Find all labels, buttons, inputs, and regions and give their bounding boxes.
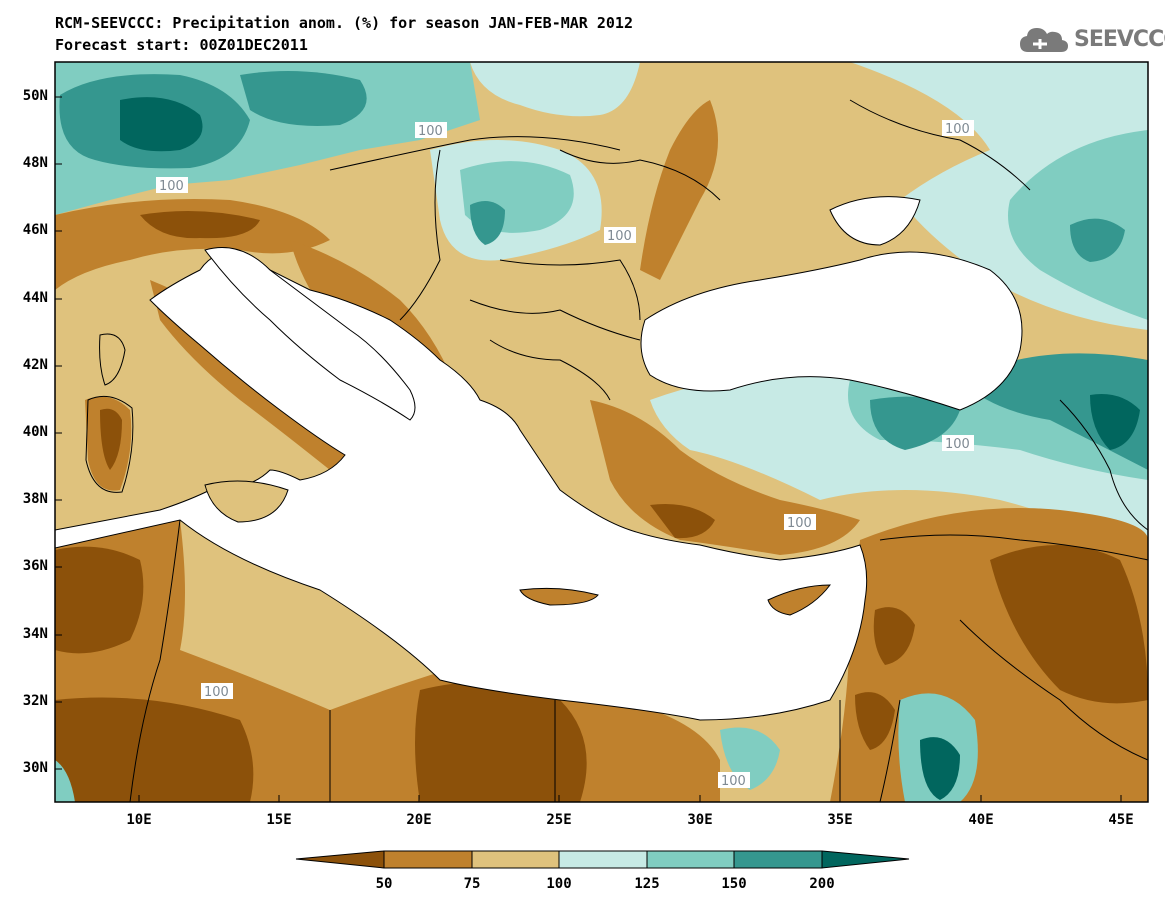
lat-label-32n: 32N — [22, 693, 48, 709]
anomaly-extreme-wet-caucasus — [1090, 394, 1140, 450]
contour-label: 100 — [159, 179, 184, 194]
axis-ticks — [55, 96, 1122, 802]
contour-label: 100 — [787, 516, 812, 531]
anomaly-very-wet-caucasus — [960, 353, 1148, 470]
colorbar-swatch-7 — [821, 850, 910, 869]
lon-label-25e: 25E — [546, 812, 572, 828]
anomaly-wet-algeria-corner — [55, 760, 75, 802]
anomaly-extreme-wet-arabia — [920, 737, 960, 800]
lon-label-20e: 20E — [406, 812, 432, 828]
anomaly-dry-alps — [55, 199, 330, 290]
contour-label: 100 — [418, 124, 443, 139]
anomaly-very-dry-west-turkey — [650, 504, 715, 539]
lon-label-45e: 45E — [1108, 812, 1134, 828]
anomaly-very-dry-lebanon — [873, 607, 915, 665]
anomaly-very-wet-east — [1070, 218, 1125, 262]
crete-island — [519, 587, 599, 606]
map-area — [55, 62, 1148, 802]
adriatic-sea — [204, 247, 416, 421]
colorbar — [295, 850, 910, 869]
anomaly-very-dry-sardinia — [100, 408, 122, 470]
contour-labels: 100 100 100 100 100 100 100 100 — [156, 120, 974, 789]
lat-label-50n: 50N — [22, 88, 48, 104]
lon-label-15e: 15E — [266, 812, 292, 828]
colorbar-swatch-4 — [558, 850, 648, 869]
lat-label-44n: 44N — [22, 290, 48, 306]
colorbar-swatch-5 — [646, 850, 735, 869]
lat-label-46n: 46N — [22, 222, 48, 238]
lon-label-30e: 30E — [687, 812, 713, 828]
anomaly-very-dry-syria — [990, 545, 1148, 704]
map-title: RCM-SEEVCCC: Precipitation anom. (%) for… — [55, 14, 633, 32]
corsica-island — [99, 333, 126, 386]
lat-label-36n: 36N — [22, 558, 48, 574]
colorbar-label-150: 150 — [721, 876, 747, 892]
colorbar-label-200: 200 — [809, 876, 835, 892]
anomaly-very-wet-turkey — [870, 396, 960, 450]
anomaly-very-dry-jordan — [855, 692, 895, 750]
lat-label-38n: 38N — [22, 491, 48, 507]
lon-label-35e: 35E — [827, 812, 853, 828]
azov-sea — [829, 196, 921, 246]
lat-label-40n: 40N — [22, 424, 48, 440]
anomaly-very-dry-sahara — [55, 697, 254, 802]
contour-label: 100 — [945, 437, 970, 452]
seevccc-logo: SEEVCCC — [1018, 22, 1165, 56]
colorbar-swatch-6 — [733, 850, 823, 869]
anomaly-extreme-wet-west — [120, 97, 203, 152]
contour-label: 100 — [945, 122, 970, 137]
lat-label-34n: 34N — [22, 626, 48, 642]
tyrrhenian-ionian-mediterranean-sea — [55, 249, 868, 721]
map-frame — [54, 61, 1149, 803]
contour-label: 100 — [721, 774, 746, 789]
colorbar-label-100: 100 — [546, 876, 572, 892]
anomaly-moist-north-east — [470, 62, 640, 117]
forecast-start-label: Forecast start: 00Z01DEC2011 — [55, 36, 308, 54]
anomaly-very-dry-tunisia — [55, 546, 144, 654]
anomaly-very-wet-north — [240, 71, 367, 126]
colorbar-label-125: 125 — [634, 876, 660, 892]
lon-label-10e: 10E — [126, 812, 152, 828]
cloud-icon — [1020, 28, 1068, 52]
anomaly-very-dry-libya — [415, 682, 587, 802]
contour-label: 100 — [607, 229, 632, 244]
colorbar-swatch-1 — [295, 850, 385, 869]
country-borders — [129, 99, 1148, 802]
lat-label-48n: 48N — [22, 155, 48, 171]
sardinia-island — [85, 395, 134, 493]
black-sea — [640, 251, 1023, 411]
anomaly-very-wet-hungary — [470, 201, 505, 245]
cyprus-island — [767, 584, 832, 616]
lat-label-42n: 42N — [22, 357, 48, 373]
colorbar-label-75: 75 — [463, 876, 481, 892]
lon-label-40e: 40E — [968, 812, 994, 828]
contour-label: 100 — [204, 685, 229, 700]
anomaly-dry-ukraine — [640, 100, 718, 280]
lat-label-30n: 30N — [22, 760, 48, 776]
logo-text: SEEVCCC — [1074, 26, 1165, 52]
sicily-island — [204, 480, 289, 523]
colorbar-label-50: 50 — [375, 876, 393, 892]
colorbar-swatch-2 — [383, 850, 473, 869]
anomaly-very-dry-alps — [140, 211, 260, 239]
colorbar-swatch-3 — [471, 850, 560, 869]
